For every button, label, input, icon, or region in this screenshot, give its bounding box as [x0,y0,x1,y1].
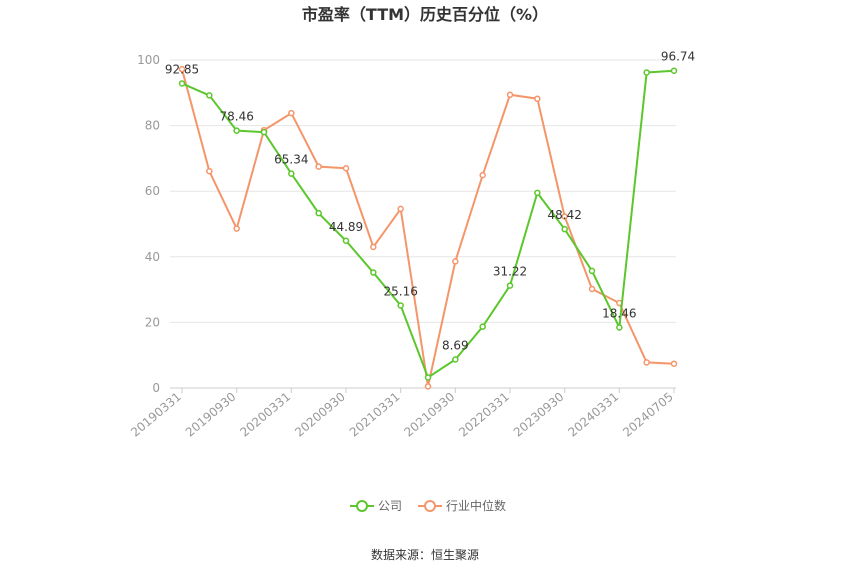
series-point-0[interactable] [233,127,240,134]
source-note: 数据来源：恒生聚源 [371,547,479,562]
series-point-0[interactable] [342,237,350,245]
data-label: 44.89 [329,220,363,234]
series-point-1[interactable] [233,225,240,232]
series-point-0[interactable] [670,67,678,74]
series-layer [178,65,678,390]
y-tick-label: 0 [152,381,160,395]
series-point-0[interactable] [315,209,322,217]
legend-swatch-marker [424,500,436,512]
series-point-0[interactable] [479,323,486,330]
x-tick-label: 20190331 [128,390,184,440]
series-point-1[interactable] [206,167,213,175]
data-label: 65.34 [274,153,308,167]
grid-lines [170,59,676,323]
x-axis: 2019033120190930202003312020093020210331… [128,387,676,440]
data-label: 48.42 [547,208,581,222]
x-tick-label: 20240331 [565,390,621,440]
legend-item-0[interactable]: 公司 [350,499,402,513]
y-tick-label: 100 [137,53,160,67]
series-point-0[interactable] [506,282,514,289]
x-tick-label: 20240705 [620,390,676,440]
x-tick-label: 20210331 [347,390,403,440]
series-point-0[interactable] [616,324,623,331]
y-tick-label: 60 [145,184,160,198]
series-point-1[interactable] [315,163,322,170]
series-point-1[interactable] [452,258,459,265]
x-tick-label: 20190930 [183,390,239,440]
series-point-0[interactable] [561,225,568,233]
series-point-1[interactable] [178,65,186,73]
legend-label: 行业中位数 [446,498,506,513]
data-label: 96.74 [661,50,695,64]
series-point-1[interactable] [370,243,377,251]
series-point-1[interactable] [397,205,404,213]
series-point-1[interactable] [342,164,350,172]
series-point-1[interactable] [670,360,678,367]
y-tick-label: 40 [145,250,160,264]
data-label: 78.46 [219,110,253,124]
data-label: 92.85 [165,62,199,76]
data-labels: 92.85 78.46 65.34 44.89 25.16 8.69 31.22 48.42 1… [165,50,695,353]
legend-item-1[interactable]: 行业中位数 [418,498,506,513]
series-point-1[interactable] [479,171,486,179]
series-point-1[interactable] [643,359,650,366]
data-label: 8.69 [442,338,469,352]
x-tick-label: 20200930 [292,390,348,440]
series-point-0[interactable] [424,374,432,381]
legend-swatch-marker [356,500,368,512]
series-point-0[interactable] [588,267,596,275]
y-tick-label: 80 [145,119,160,133]
series-line-0 [181,69,675,380]
series-point-0[interactable] [397,302,404,309]
x-tick-label: 20210930 [401,390,457,440]
data-label: 25.16 [383,284,417,298]
series-point-0[interactable] [178,80,186,87]
series-point-0[interactable] [206,92,213,99]
series-point-0[interactable] [534,189,541,197]
legend[interactable]: 公司 行业中位数 [350,498,506,513]
x-tick-label: 20230930 [511,390,567,440]
data-label: 18.46 [602,306,636,320]
series-point-1[interactable] [506,91,514,99]
series-point-1[interactable] [561,213,568,220]
series-point-0[interactable] [643,69,650,76]
y-axis: 0 20 40 60 80 100 [137,53,160,395]
data-label: 31.22 [493,265,527,279]
series-point-0[interactable] [452,356,459,363]
legend-label: 公司 [378,499,402,513]
x-tick-label: 20220331 [456,390,512,440]
series-line-1 [181,68,675,387]
series-point-0[interactable] [288,170,295,177]
series-point-0[interactable] [260,128,268,136]
series-point-1[interactable] [288,109,295,117]
y-tick-label: 20 [145,315,160,329]
series-point-1[interactable] [424,383,432,390]
chart-title: 市盈率（TTM）历史百分位（%） [302,5,548,24]
series-point-1[interactable] [534,95,541,102]
series-point-0[interactable] [370,269,377,276]
x-tick-label: 20200331 [237,390,293,440]
series-point-1[interactable] [588,285,596,293]
